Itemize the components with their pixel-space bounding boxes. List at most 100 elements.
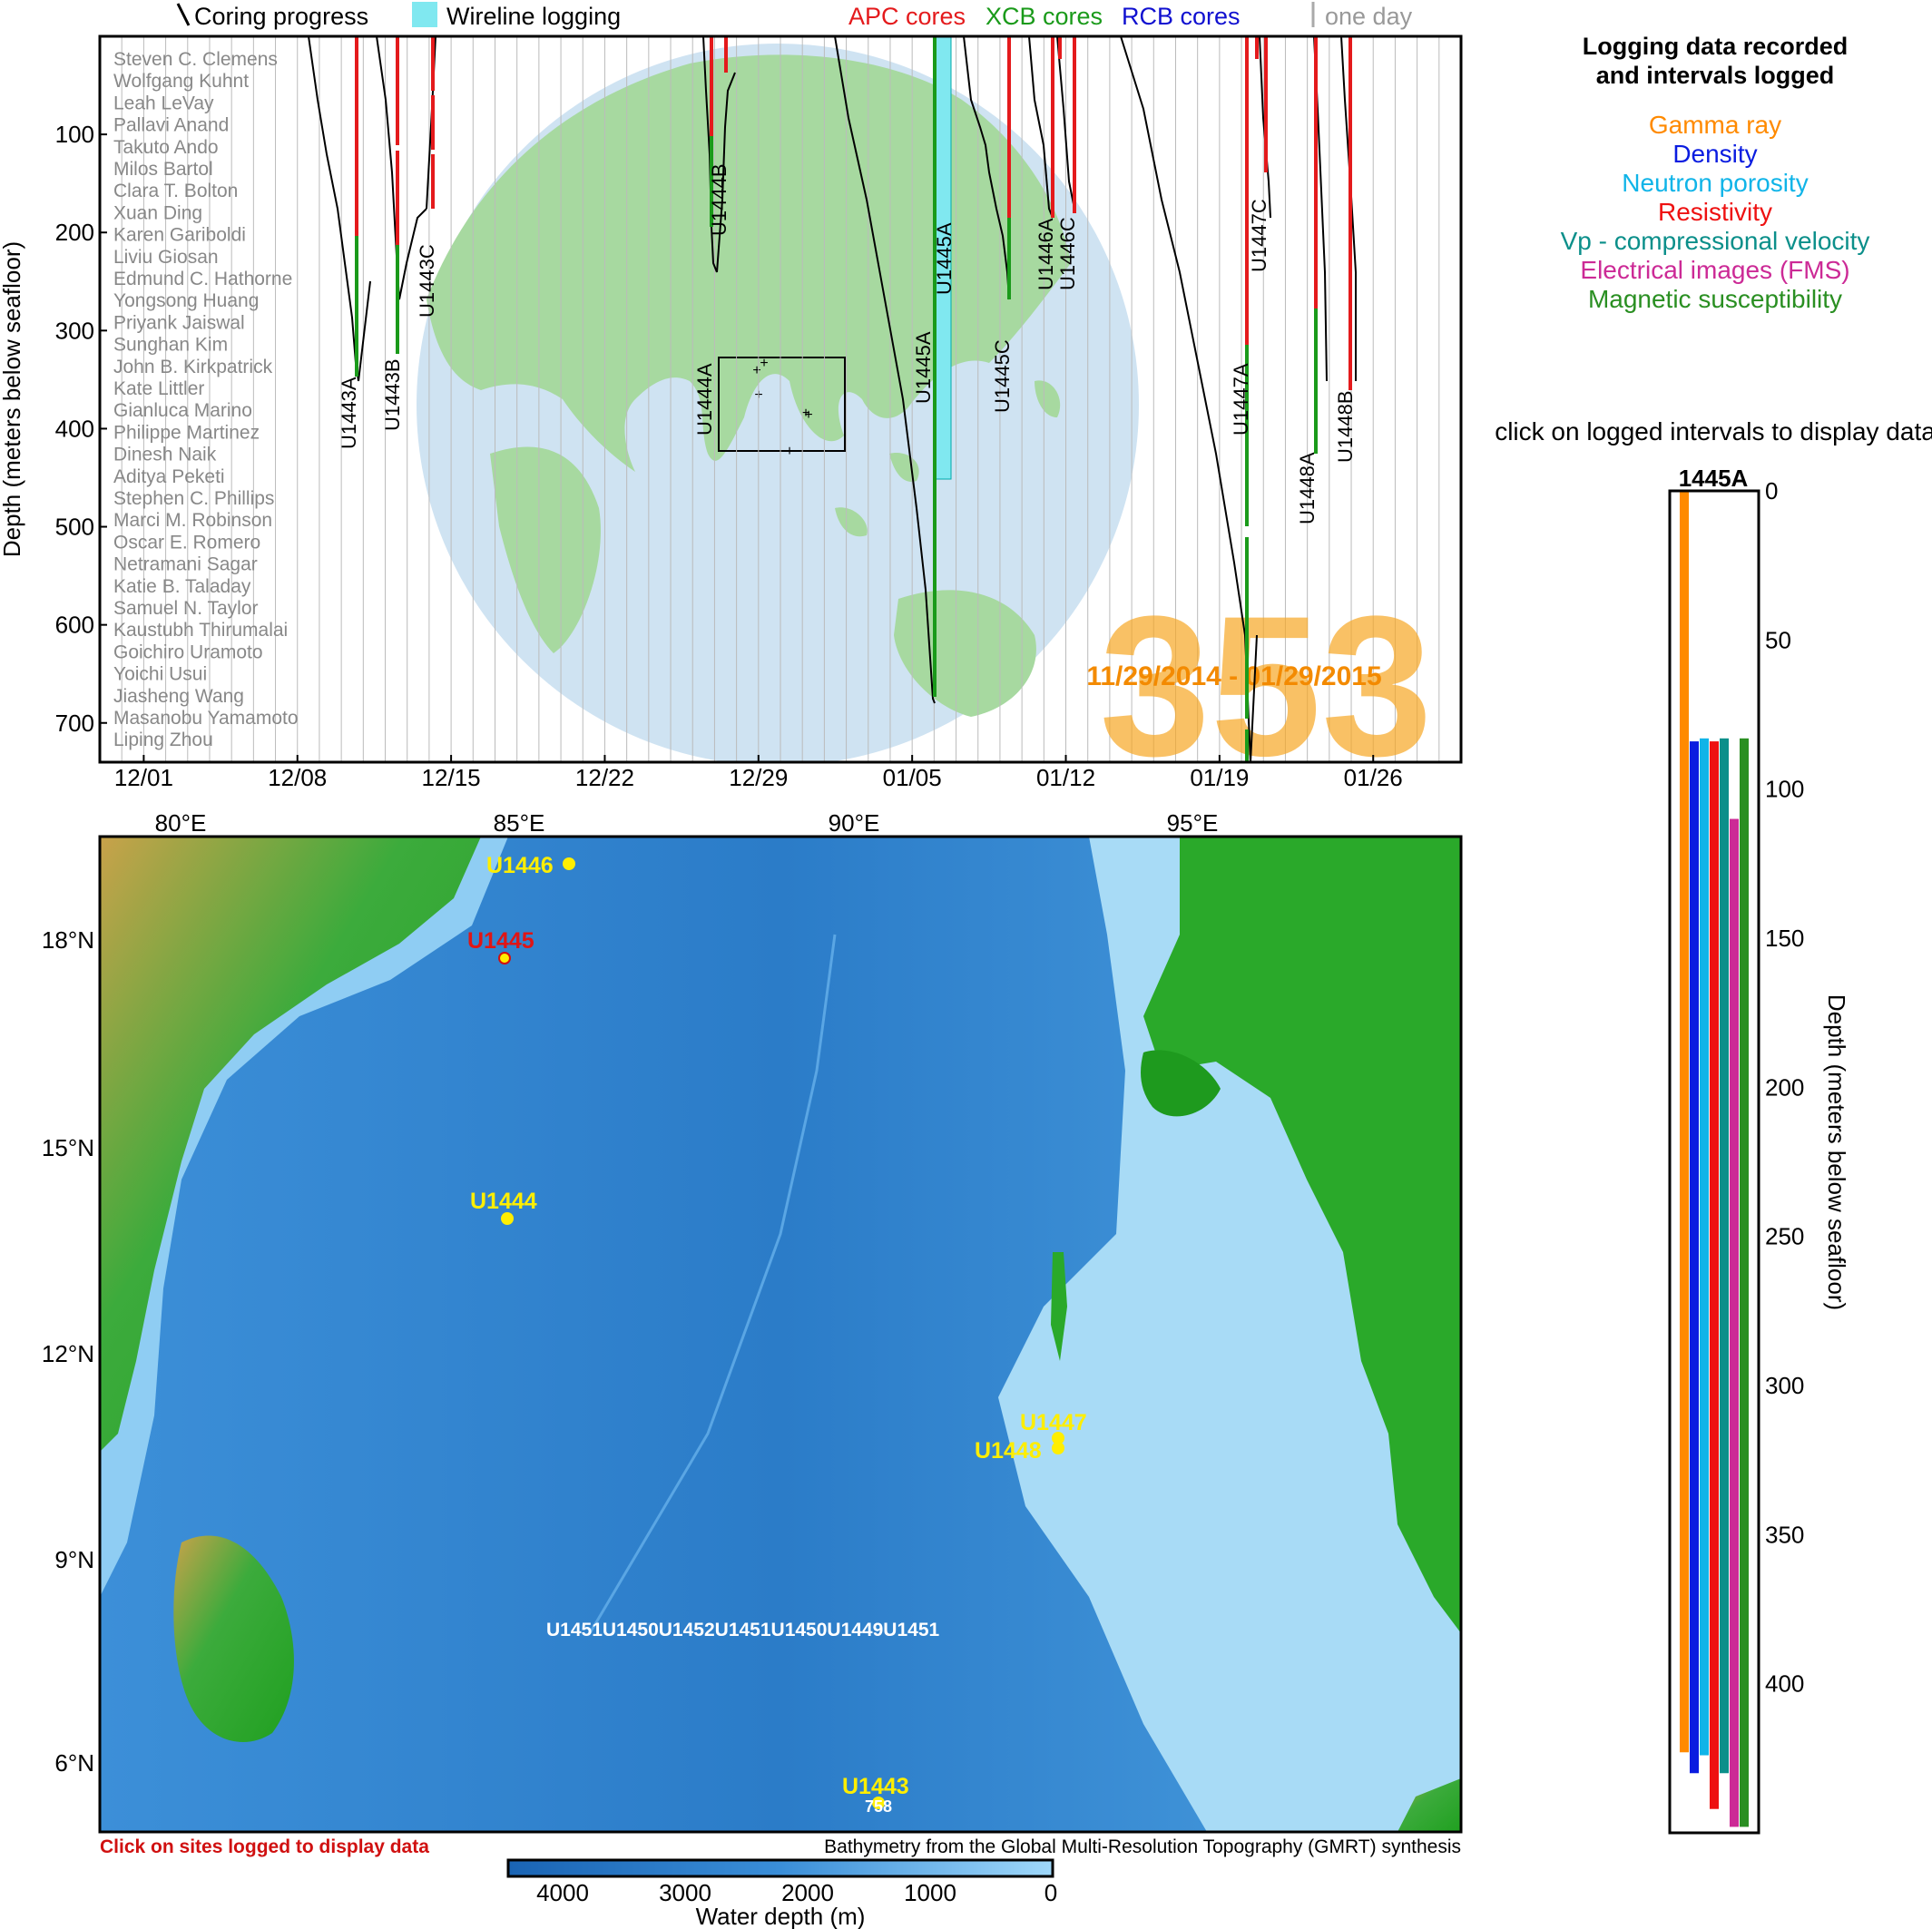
well-depth-tick: 150 bbox=[1765, 925, 1804, 952]
svg-text:12°N: 12°N bbox=[42, 1340, 94, 1367]
wireline-swatch bbox=[412, 2, 437, 27]
svg-text:+: + bbox=[785, 444, 793, 459]
map-frame bbox=[98, 835, 1463, 1834]
svg-text:1000: 1000 bbox=[904, 1879, 956, 1906]
logged-interval-bar[interactable] bbox=[1690, 741, 1699, 1774]
well-frame bbox=[1668, 489, 1760, 1835]
depth-tick-label: 700 bbox=[55, 710, 94, 737]
hole-label: U1446A bbox=[1035, 218, 1057, 290]
depth-tick-label: 200 bbox=[55, 219, 94, 246]
legend-density: Density bbox=[1672, 140, 1758, 168]
date-tick-label: 12/08 bbox=[268, 764, 327, 791]
logged-interval-bar[interactable] bbox=[1730, 818, 1739, 1827]
svg-text:6°N: 6°N bbox=[54, 1749, 94, 1777]
scientist-name: Philippe Martinez bbox=[113, 422, 260, 443]
scientist-name: Goichiro Uramoto bbox=[113, 641, 263, 662]
study-area-box bbox=[718, 357, 846, 452]
logged-interval-bar[interactable] bbox=[1680, 491, 1689, 1753]
core-intervals[interactable] bbox=[355, 36, 1352, 762]
depth-tick-label: 100 bbox=[55, 121, 94, 148]
svg-text:90°E: 90°E bbox=[829, 809, 880, 837]
scientist-name: Marci M. Robinson bbox=[113, 510, 272, 531]
scientist-name: Sunghan Kim bbox=[113, 335, 228, 356]
svg-text:+: + bbox=[801, 406, 809, 421]
one-day-label: one day bbox=[1325, 3, 1413, 30]
svg-text:U1444: U1444 bbox=[470, 1189, 537, 1214]
svg-text:15°N: 15°N bbox=[42, 1134, 94, 1161]
well-depth-tick: 400 bbox=[1765, 1670, 1804, 1698]
site-u1444[interactable]: U1444 bbox=[470, 1189, 537, 1225]
day-grid bbox=[121, 36, 1440, 762]
myanmar-landmass bbox=[1143, 837, 1461, 1633]
well-depth-tick: 350 bbox=[1765, 1521, 1804, 1548]
site-u1447[interactable]: U1447 bbox=[1020, 1410, 1087, 1444]
site-u1448[interactable]: U1448 bbox=[975, 1438, 1064, 1464]
svg-text:U1446: U1446 bbox=[486, 853, 554, 878]
hole-labels: U1443A U1443B U1443C U1444A U1444B U1445A U144… bbox=[338, 163, 1357, 524]
well-depth-tick: 250 bbox=[1765, 1223, 1804, 1250]
depth-axis-ticks: 100 200 300 400 500 600 700 bbox=[55, 121, 107, 737]
colorbar-ticks: 4000 3000 2000 1000 0 bbox=[536, 1879, 1057, 1906]
latitude-ticks: 18°N 15°N 12°N 9°N 6°N bbox=[42, 926, 94, 1777]
logged-intervals[interactable] bbox=[1680, 491, 1749, 1827]
logged-interval-bar[interactable] bbox=[1740, 738, 1749, 1827]
depth-tick-label: 300 bbox=[55, 317, 94, 344]
legend-vp: Vp - compressional velocity bbox=[1560, 227, 1870, 255]
site-u1446[interactable]: U1446 bbox=[486, 853, 575, 878]
hole-label: U1447A bbox=[1230, 363, 1252, 436]
scientist-name: Yongsong Huang bbox=[113, 290, 259, 311]
scientist-name: Pallavi Anand bbox=[113, 115, 229, 136]
logging-legend-title-1: Logging data recorded bbox=[1582, 33, 1849, 60]
scientist-name: Xuan Ding bbox=[113, 202, 202, 223]
site-u1445[interactable]: U1445 bbox=[467, 928, 534, 964]
scientist-name: Oscar E. Romero bbox=[113, 532, 260, 553]
date-tick-label: 12/29 bbox=[729, 764, 788, 791]
scientist-name: Kaustubh Thirumalai bbox=[113, 620, 288, 641]
well-depth-tick: 100 bbox=[1765, 776, 1804, 803]
svg-text:U1443: U1443 bbox=[842, 1774, 909, 1799]
bathymetry-credit: Bathymetry from the Global Multi-Resolut… bbox=[824, 1836, 1461, 1857]
scientist-name: Wolfgang Kuhnt bbox=[113, 71, 249, 92]
depth-tick-label: 400 bbox=[55, 415, 94, 442]
logged-interval-instruction: click on logged intervals to display dat… bbox=[1495, 417, 1932, 446]
click-sites-note: Click on sites logged to display data bbox=[100, 1836, 429, 1857]
well-depth-axis-label: Depth (meters below seafloor) bbox=[1823, 994, 1850, 1310]
hole-label: U1448A bbox=[1296, 452, 1319, 524]
logged-interval-bar[interactable] bbox=[1710, 741, 1719, 1809]
andaman-islands bbox=[1051, 1252, 1067, 1361]
water-depth-colorbar bbox=[506, 1858, 1054, 1878]
well-depth-tick: 0 bbox=[1765, 477, 1778, 504]
scientist-name: Takuto Ando bbox=[113, 137, 219, 158]
scientist-name: Clara T. Bolton bbox=[113, 181, 238, 201]
well-depth-tick: 50 bbox=[1765, 626, 1791, 653]
scientist-name: Liping Zhou bbox=[113, 729, 213, 750]
logged-interval-bar[interactable] bbox=[1700, 738, 1709, 1756]
svg-text:U1447: U1447 bbox=[1020, 1410, 1087, 1435]
depth-tick-label: 500 bbox=[55, 514, 94, 541]
scientist-name: Dinesh Naik bbox=[113, 445, 217, 465]
hole-label: U1443B bbox=[381, 358, 404, 431]
scientist-name: Edmund C. Hathorne bbox=[113, 269, 292, 289]
svg-text:3000: 3000 bbox=[659, 1879, 711, 1906]
well-hole-label: 1445A bbox=[1679, 465, 1749, 492]
scientist-name: Yoichi Usui bbox=[113, 664, 207, 685]
header-legend: Coring progress Wireline logging APC cor… bbox=[176, 2, 1413, 30]
well-depth-tick: 300 bbox=[1765, 1372, 1804, 1399]
sumatra-tip bbox=[1398, 1778, 1461, 1832]
logged-interval-bar[interactable] bbox=[1720, 738, 1729, 1774]
irrawaddy-delta bbox=[1141, 1050, 1221, 1117]
site-u1443[interactable]: U1443 bbox=[842, 1774, 909, 1809]
date-tick-label: 12/22 bbox=[575, 764, 634, 791]
hole-label: U1443A bbox=[338, 377, 360, 449]
site-markers[interactable]: U1446 U1445 U1444 U1447 U1448 U1443 758 … bbox=[467, 853, 1087, 1816]
depth-axis-label: Depth (meters below seafloor) bbox=[0, 241, 25, 557]
svg-text:4000: 4000 bbox=[536, 1879, 589, 1906]
scientist-name: Netramani Sagar bbox=[113, 554, 258, 575]
legend-fms: Electrical images (FMS) bbox=[1580, 256, 1850, 284]
scientist-name: Kate Littler bbox=[113, 378, 204, 399]
coring-timeline: Coring progress Wireline logging APC cor… bbox=[0, 2, 1463, 791]
site-758-label: 758 bbox=[865, 1797, 892, 1816]
date-tick-label: 01/05 bbox=[883, 764, 942, 791]
globe-land bbox=[427, 54, 1071, 717]
svg-text:9°N: 9°N bbox=[54, 1546, 94, 1573]
